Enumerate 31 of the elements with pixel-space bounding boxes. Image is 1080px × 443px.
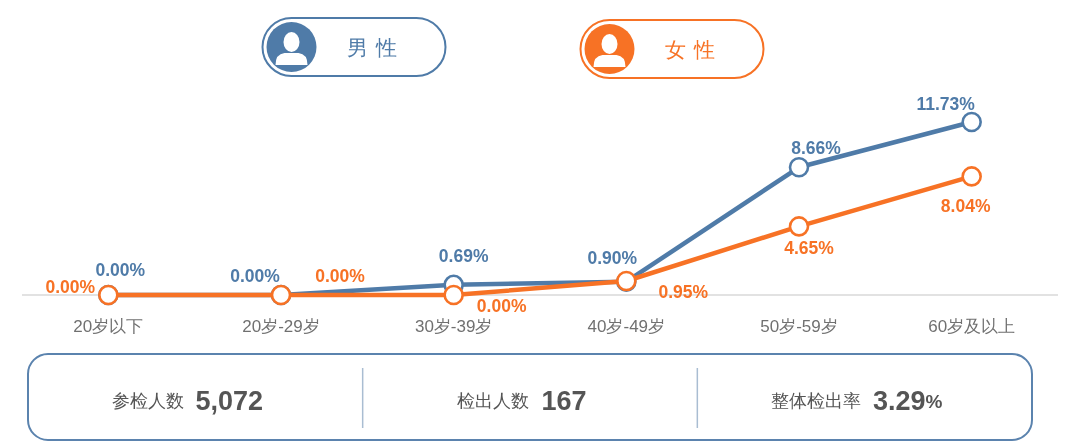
annotation: 167: [541, 386, 587, 416]
point: [961, 111, 982, 133]
x-tick-label: 30岁-39岁: [414, 316, 493, 336]
point: [443, 284, 464, 306]
label: 0.90%: [587, 247, 638, 268]
legend-label: 女性: [664, 37, 723, 61]
label: 0.00%: [230, 266, 280, 286]
legend-label: 男性: [346, 35, 405, 59]
label: 4.65%: [784, 238, 834, 259]
x-tick-label: 40岁-49岁: [587, 316, 666, 336]
annotation: 检出人数: [457, 391, 530, 411]
x-tick-label: 60岁及以上: [928, 316, 1016, 336]
label: 0.95%: [658, 282, 709, 302]
point: [788, 156, 810, 178]
label: 0.00%: [95, 260, 146, 280]
label: 0.00%: [476, 296, 527, 316]
annotation: 5,072: [195, 386, 264, 416]
x-tick-label: 20岁以下: [73, 316, 144, 336]
label: 8.66%: [791, 138, 841, 159]
label: 0.69%: [438, 245, 489, 266]
point: [788, 216, 810, 237]
label: 0.00%: [315, 266, 365, 286]
label: 0.00%: [45, 277, 96, 297]
annotation: 参检人数: [111, 391, 184, 411]
x-tick-label: 20岁-29岁: [242, 316, 320, 336]
annotation: 整体检出率: [770, 391, 861, 411]
x-tick-label: 50岁-59岁: [760, 316, 838, 336]
annotation: 3.29%: [872, 386, 943, 416]
point: [961, 166, 982, 187]
label: 8.04%: [940, 196, 991, 217]
label: 11.73%: [916, 94, 975, 114]
